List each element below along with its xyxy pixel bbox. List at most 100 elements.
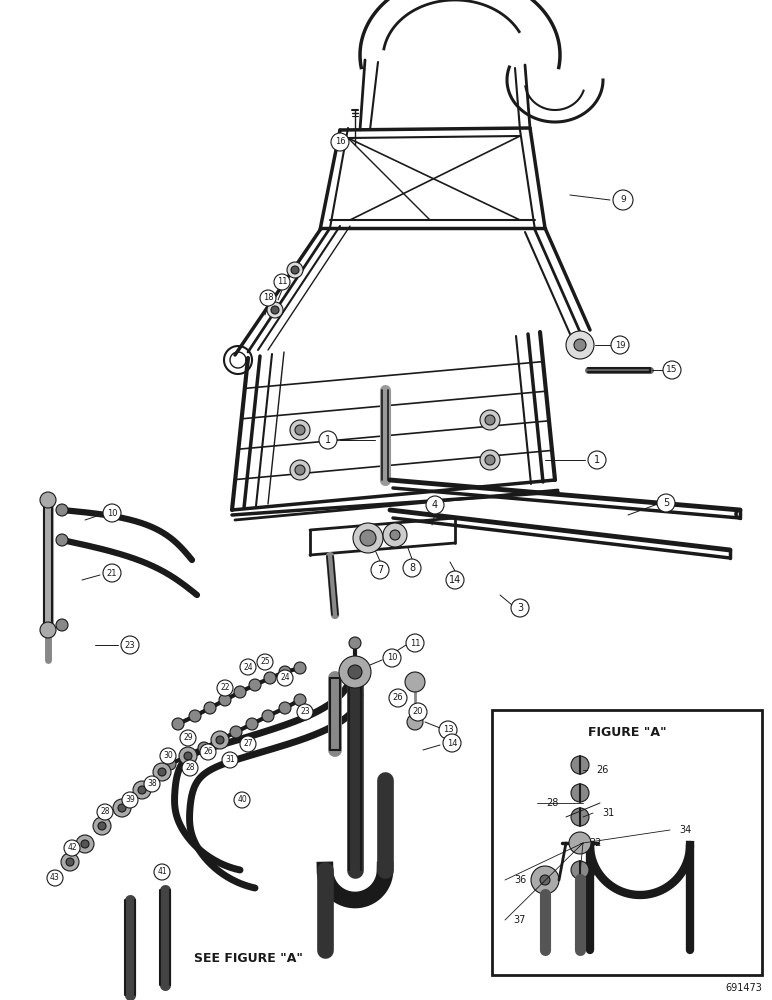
Circle shape [217,680,233,696]
Text: 15: 15 [666,365,678,374]
Text: 30: 30 [163,752,173,760]
Circle shape [574,339,586,351]
Circle shape [360,530,376,546]
Circle shape [40,622,56,638]
Circle shape [480,450,500,470]
Circle shape [154,864,170,880]
Text: 23: 23 [300,708,310,716]
Text: 31: 31 [602,808,614,818]
Circle shape [485,455,495,465]
Text: 13: 13 [442,726,453,734]
Circle shape [406,634,424,652]
Circle shape [511,599,529,617]
Text: 36: 36 [514,875,527,885]
Circle shape [97,804,113,820]
Text: 26: 26 [203,748,213,756]
Text: 40: 40 [237,796,247,804]
Circle shape [204,702,216,714]
Circle shape [56,619,68,631]
Text: 41: 41 [157,867,167,876]
Circle shape [383,523,407,547]
Circle shape [121,636,139,654]
Circle shape [571,808,589,826]
Circle shape [230,726,242,738]
Circle shape [290,460,310,480]
Circle shape [234,686,246,698]
Circle shape [443,734,461,752]
Text: 14: 14 [449,575,461,585]
Circle shape [219,694,231,706]
Circle shape [426,496,444,514]
Circle shape [287,262,303,278]
Circle shape [103,504,121,522]
Text: 1: 1 [325,435,331,445]
Circle shape [103,564,121,582]
Circle shape [657,494,675,512]
Circle shape [240,659,256,675]
Circle shape [118,804,126,812]
Circle shape [663,361,681,379]
Circle shape [405,672,425,692]
Text: 4: 4 [432,500,438,510]
Circle shape [122,792,138,808]
Text: 8: 8 [409,563,415,573]
Circle shape [297,704,313,720]
Circle shape [566,331,594,359]
Circle shape [613,190,633,210]
Circle shape [189,710,201,722]
Text: 37: 37 [514,915,527,925]
Text: 11: 11 [410,639,420,648]
Circle shape [138,786,146,794]
Text: 28: 28 [185,764,195,772]
Text: 11: 11 [276,277,287,286]
Circle shape [61,853,79,871]
Circle shape [571,834,589,852]
Text: 39: 39 [125,796,135,804]
Text: 24: 24 [280,674,290,682]
Circle shape [246,718,258,730]
Circle shape [294,694,306,706]
Text: 42: 42 [67,844,76,852]
Circle shape [389,689,407,707]
Circle shape [222,752,238,768]
Text: 25: 25 [260,658,269,666]
Circle shape [172,718,184,730]
Text: 7: 7 [377,565,383,575]
Text: 31: 31 [225,756,235,764]
Text: 18: 18 [262,294,273,302]
Text: 691473: 691473 [725,983,762,993]
Text: 10: 10 [107,508,117,518]
Circle shape [339,656,371,688]
Circle shape [403,559,421,577]
Circle shape [540,875,550,885]
Circle shape [257,654,273,670]
Circle shape [81,840,89,848]
Circle shape [64,840,80,856]
Circle shape [234,792,250,808]
Circle shape [56,504,68,516]
Circle shape [353,523,383,553]
Circle shape [348,665,362,679]
Circle shape [184,752,192,760]
Text: 16: 16 [335,137,345,146]
Text: 26: 26 [596,765,608,775]
Circle shape [113,799,131,817]
Text: 26: 26 [393,694,403,702]
Circle shape [216,736,224,744]
Circle shape [331,133,349,151]
Text: 22: 22 [220,684,230,692]
Text: 5: 5 [663,498,669,508]
Circle shape [40,492,56,508]
Circle shape [446,571,464,589]
Circle shape [290,420,310,440]
Circle shape [439,721,457,739]
Circle shape [274,274,290,290]
Circle shape [98,822,106,830]
Text: 9: 9 [620,196,626,205]
Circle shape [164,758,176,770]
Circle shape [480,410,500,430]
Circle shape [76,835,94,853]
Text: 14: 14 [447,738,457,748]
Circle shape [571,756,589,774]
Circle shape [144,776,160,792]
